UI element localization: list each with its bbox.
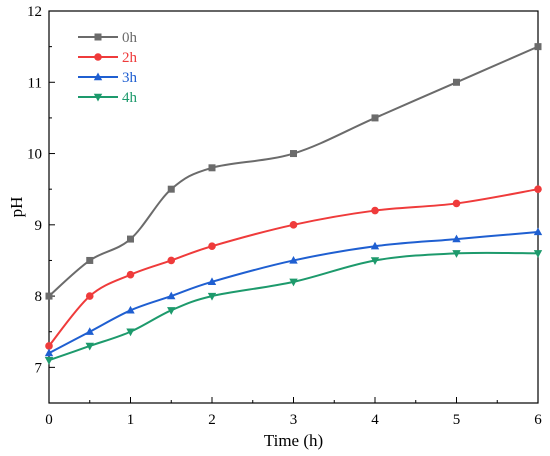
data-point-4h: [44, 357, 54, 365]
legend-marker: [94, 33, 102, 41]
series-line-4h: [48, 251, 539, 362]
data-point-4h: [85, 342, 94, 351]
data-point-2h: [371, 206, 379, 215]
data-point-4h: [167, 307, 176, 315]
series-line-2h: [48, 188, 539, 347]
data-point-3h: [126, 305, 135, 314]
data-point-4h: [126, 328, 135, 337]
data-point-3h: [167, 291, 176, 300]
x-tick-label: 2: [208, 412, 216, 428]
y-tick-label: 11: [28, 75, 42, 91]
data-point-2h: [534, 185, 542, 193]
x-axis-title: Time (h): [264, 431, 323, 450]
y-axis-title: pH: [7, 197, 26, 218]
x-tick-label: 3: [290, 412, 298, 428]
series-line-3h: [48, 230, 539, 355]
series-line-0h: [48, 45, 539, 298]
data-point-2h: [167, 256, 176, 265]
y-tick-label: 12: [27, 4, 42, 20]
data-point-3h: [85, 327, 94, 335]
x-tick-label: 1: [127, 412, 135, 428]
data-point-2h: [85, 292, 94, 300]
legend-marker: [93, 93, 103, 102]
series-group: [44, 43, 543, 365]
legend-label: 3h: [122, 70, 138, 86]
data-point-0h: [127, 235, 134, 243]
data-point-4h: [289, 278, 298, 287]
data-point-2h: [208, 242, 216, 250]
legend-label: 2h: [122, 50, 138, 66]
data-point-0h: [45, 292, 53, 300]
series-3h: [44, 227, 543, 357]
legend-item-0h: 0h: [78, 30, 138, 46]
legend-item-4h: 4h: [78, 90, 138, 106]
data-point-0h: [290, 150, 297, 158]
legend-marker: [93, 72, 103, 81]
data-point-0h: [208, 164, 216, 172]
data-point-3h: [207, 277, 217, 286]
data-point-4h: [452, 250, 461, 258]
x-tick-label: 4: [371, 412, 379, 428]
data-point-3h: [44, 348, 54, 357]
x-tick-label: 0: [45, 412, 53, 428]
data-point-2h: [452, 199, 461, 208]
data-point-3h: [289, 255, 298, 264]
series-0h: [45, 43, 542, 300]
data-point-0h: [453, 78, 460, 86]
data-point-4h: [370, 257, 380, 265]
legend-label: 0h: [122, 30, 138, 46]
legend-marker: [94, 53, 102, 61]
data-point-4h: [207, 292, 217, 301]
y-tick-label: 10: [27, 147, 42, 163]
y-tick-label: 9: [35, 218, 43, 234]
data-point-0h: [534, 43, 542, 51]
data-point-0h: [167, 185, 175, 193]
legend-item-3h: 3h: [78, 70, 138, 86]
data-point-2h: [289, 221, 298, 229]
legend-label: 4h: [122, 90, 138, 106]
data-point-0h: [86, 256, 94, 264]
data-point-2h: [45, 342, 53, 350]
series-4h: [44, 250, 543, 365]
y-tick-label: 7: [35, 360, 43, 376]
data-point-3h: [452, 234, 461, 243]
data-point-2h: [126, 270, 135, 279]
x-tick-label: 6: [534, 412, 542, 428]
data-point-3h: [533, 227, 543, 236]
data-point-4h: [533, 250, 543, 258]
data-point-0h: [371, 114, 379, 122]
y-tick-label: 8: [35, 289, 43, 305]
x-tick-label: 5: [453, 412, 461, 428]
series-2h: [45, 185, 542, 350]
legend-item-2h: 2h: [78, 50, 138, 66]
data-point-3h: [370, 241, 380, 250]
legend: 0h 2h 3h 4h: [78, 30, 138, 106]
